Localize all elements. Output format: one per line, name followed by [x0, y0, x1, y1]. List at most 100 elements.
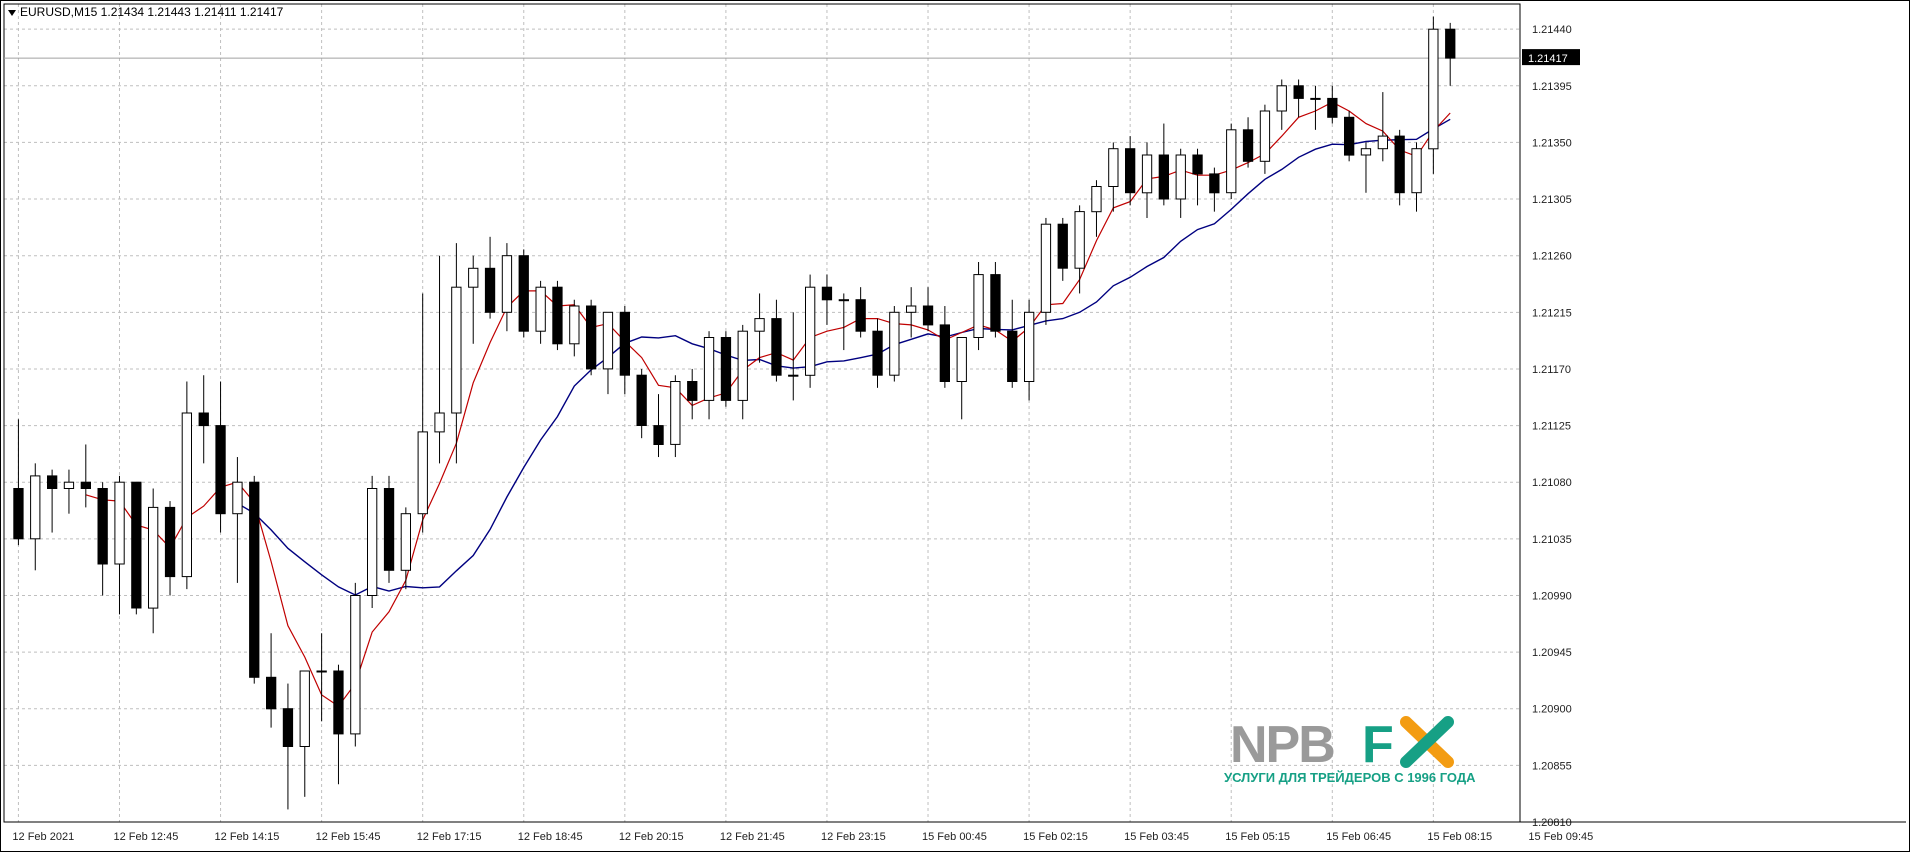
candle-body: [721, 338, 730, 401]
candle-body: [469, 268, 478, 287]
y-axis-label: 1.20810: [1532, 817, 1572, 829]
y-axis-label: 1.21395: [1532, 81, 1572, 93]
x-axis-label: 12 Feb 23:15: [821, 831, 886, 843]
candle-body: [435, 413, 444, 432]
candle-body: [283, 709, 292, 747]
x-axis-label: 15 Feb 05:15: [1225, 831, 1290, 843]
candle-body: [1041, 224, 1050, 312]
candle-body: [923, 306, 932, 325]
candle-body: [1075, 212, 1084, 269]
candle-body: [1260, 111, 1269, 161]
x-axis-label: 12 Feb 2021: [12, 831, 74, 843]
candle-body: [1025, 312, 1034, 381]
candle-body: [502, 256, 511, 313]
candle-body: [806, 287, 815, 375]
candle-body: [1328, 98, 1337, 117]
candle-body: [822, 287, 831, 300]
x-axis-label: 15 Feb 02:15: [1023, 831, 1088, 843]
watermark-tagline: УСЛУГИ ДЛЯ ТРЕЙДЕРОВ С 1996 ГОДА: [1224, 770, 1476, 785]
svg-text:F: F: [1362, 716, 1392, 774]
candle-body: [1227, 130, 1236, 193]
candle-body: [1092, 187, 1101, 212]
chart-title: EURUSD,M15 1.21434 1.21443 1.21411 1.214…: [20, 5, 284, 19]
candle-body: [738, 331, 747, 400]
candle-body: [14, 489, 23, 539]
candle-body: [873, 331, 882, 375]
candle-body: [368, 489, 377, 596]
candle-body: [940, 325, 949, 382]
x-axis-label: 15 Feb 00:45: [922, 831, 987, 843]
x-axis-label: 12 Feb 17:15: [417, 831, 482, 843]
candle-body: [1058, 224, 1067, 268]
candle-body: [671, 382, 680, 445]
y-axis-label: 1.21080: [1532, 477, 1572, 489]
candle-body: [856, 300, 865, 332]
y-axis-label: 1.20990: [1532, 590, 1572, 602]
candle-body: [637, 375, 646, 425]
current-price-label: 1.21417: [1528, 53, 1568, 65]
candle-body: [789, 375, 798, 376]
candle-body: [1193, 155, 1202, 174]
candle-body: [1176, 155, 1185, 199]
candle-body: [300, 671, 309, 747]
candle-body: [1378, 136, 1387, 149]
candle-body: [1159, 155, 1168, 199]
candle-body: [907, 306, 916, 312]
candle-body: [233, 482, 242, 514]
candle-body: [165, 507, 174, 576]
candle-body: [553, 287, 562, 344]
x-axis-label: 12 Feb 15:45: [316, 831, 381, 843]
candle-body: [1008, 331, 1017, 381]
candle-body: [250, 482, 259, 677]
candle-body: [115, 482, 124, 564]
candle-body: [1395, 136, 1404, 193]
candle-body: [384, 489, 393, 571]
x-axis-label: 12 Feb 20:15: [619, 831, 684, 843]
candle-body: [688, 382, 697, 401]
x-axis-label: 12 Feb 18:45: [518, 831, 583, 843]
candle-body: [1126, 149, 1135, 193]
candle-body: [620, 312, 629, 375]
candlestick-chart[interactable]: 1.208101.208551.209001.209451.209901.210…: [0, 0, 1910, 852]
svg-text:NPB: NPB: [1230, 716, 1334, 774]
candle-body: [1109, 149, 1118, 187]
candle-body: [755, 319, 764, 332]
x-axis-label: 15 Feb 06:45: [1326, 831, 1391, 843]
candle-body: [267, 677, 276, 709]
candle-body: [81, 482, 90, 488]
y-axis-label: 1.20855: [1532, 760, 1572, 772]
candle-body: [570, 306, 579, 344]
candle-body: [452, 287, 461, 413]
x-axis-label: 15 Feb 09:45: [1528, 831, 1593, 843]
y-axis-label: 1.21215: [1532, 307, 1572, 319]
candle-body: [1294, 86, 1303, 99]
candle-body: [1361, 149, 1370, 155]
candle-body: [1277, 86, 1286, 111]
candle-body: [351, 596, 360, 734]
y-axis-label: 1.21035: [1532, 534, 1572, 546]
candle-body: [1142, 155, 1151, 193]
candle-body: [957, 338, 966, 382]
candle-body: [704, 338, 713, 401]
x-axis-label: 15 Feb 03:45: [1124, 831, 1189, 843]
candle-body: [199, 413, 208, 426]
y-axis-label: 1.21440: [1532, 24, 1572, 36]
y-axis-label: 1.21305: [1532, 194, 1572, 206]
candle-body: [48, 476, 57, 489]
y-axis-label: 1.21125: [1532, 421, 1571, 433]
chart-container: 1.208101.208551.209001.209451.209901.210…: [0, 0, 1910, 852]
x-axis-label: 12 Feb 21:45: [720, 831, 785, 843]
candle-body: [317, 671, 326, 672]
candle-body: [1243, 130, 1252, 162]
candle-body: [1412, 149, 1421, 193]
candle-body: [536, 287, 545, 331]
y-axis-label: 1.21260: [1532, 251, 1572, 263]
candle-body: [1345, 117, 1354, 155]
candle-body: [603, 312, 612, 369]
candle-body: [974, 275, 983, 338]
candle-body: [31, 476, 40, 539]
candle-body: [334, 671, 343, 734]
candle-body: [1446, 29, 1455, 58]
candle-body: [772, 319, 781, 376]
candle-body: [182, 413, 191, 577]
